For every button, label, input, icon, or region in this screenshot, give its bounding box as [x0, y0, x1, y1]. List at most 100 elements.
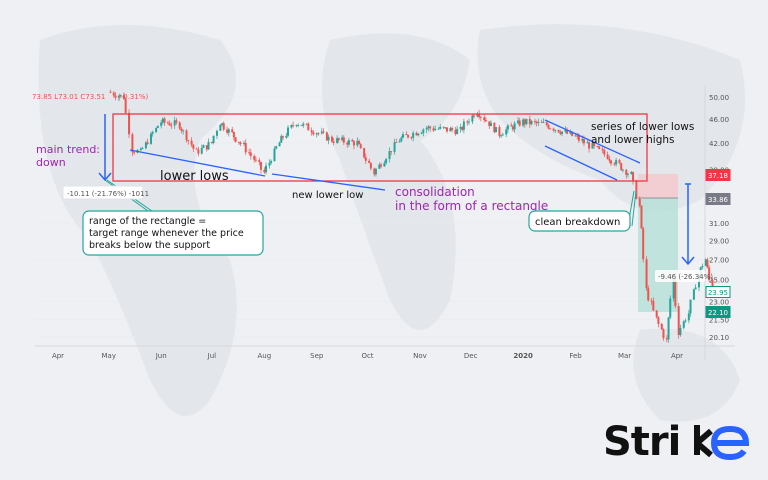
candle-body: [173, 120, 176, 126]
candle-body: [677, 306, 680, 336]
lower-lows-trendline[interactable]: [129, 149, 266, 177]
candle-body: [547, 124, 550, 129]
candle-body: [109, 91, 112, 93]
candle-body: [449, 128, 452, 132]
candle-body: [554, 129, 557, 131]
candle-body: [525, 118, 528, 125]
candle-body: [128, 112, 131, 135]
candle-body: [483, 117, 486, 121]
new-lower-low-trendline[interactable]: [271, 173, 386, 191]
candle-body: [625, 169, 628, 175]
candle-body: [363, 148, 366, 158]
target-arrow[interactable]: [681, 183, 695, 266]
candle-body: [533, 120, 536, 122]
y-tick-label: 50.00: [709, 94, 729, 102]
candle-body: [163, 118, 166, 123]
candle-body: [285, 135, 288, 138]
candle-body: [185, 130, 188, 141]
candle-body: [150, 133, 153, 144]
candle-body: [540, 121, 543, 123]
stop-zone: [638, 174, 678, 198]
candle-body: [356, 140, 359, 146]
candle-body: [608, 158, 611, 161]
candles: [109, 89, 714, 343]
x-tick-label: Apr: [671, 352, 683, 360]
candle-body: [618, 160, 621, 164]
world-map-background: [38, 24, 745, 422]
channel-lower-line[interactable]: [544, 145, 618, 181]
candle-body: [325, 132, 328, 141]
candle-body: [249, 152, 252, 157]
candle-body: [290, 125, 293, 128]
candle-body: [684, 320, 687, 322]
candle-body: [669, 298, 672, 318]
x-tick-label: Aug: [257, 352, 271, 360]
candle-body: [151, 132, 154, 134]
candle-body: [385, 159, 388, 164]
y-tick-label: 31.00: [709, 220, 729, 228]
candle-body: [511, 126, 514, 130]
candle-body: [352, 141, 355, 146]
candle-body: [635, 181, 638, 199]
candle-body: [422, 129, 425, 133]
candle-body: [190, 140, 193, 145]
channel-upper-line[interactable]: [544, 119, 641, 164]
target-measure-label: -9.46 (-26.34%): [658, 273, 713, 281]
candle-body: [417, 133, 420, 136]
candle-body: [569, 131, 572, 134]
candle-body: [687, 313, 690, 321]
candle-body: [393, 142, 396, 152]
breakdown-callout-box: [528, 210, 631, 232]
candle-body: [327, 136, 330, 141]
main-trend-label-2: down: [36, 156, 66, 169]
price-label-box: [705, 286, 731, 298]
candle-body: [219, 124, 222, 131]
candle-body: [398, 141, 401, 143]
price-label-box: [705, 193, 731, 205]
y-tick-label: 29.00: [709, 237, 729, 245]
price-labels: 37.18 33.86 23.95 22.10: [705, 169, 731, 318]
target-zone: [638, 198, 678, 312]
x-tick-label: Nov: [413, 352, 427, 360]
candle-body: [139, 148, 142, 151]
candle-body: [133, 152, 136, 154]
candle-body: [467, 121, 470, 123]
range-measure-label: -10.11 (-21.76%) -1011: [67, 190, 149, 198]
candle-body: [517, 120, 520, 124]
candle-body: [667, 317, 670, 340]
candle-body: [461, 127, 464, 130]
candle-body: [402, 134, 405, 138]
candle-body: [305, 123, 308, 125]
candle-body: [281, 136, 284, 138]
candle-body: [505, 129, 508, 135]
x-tick-label: Mar: [618, 352, 631, 360]
candle-body: [170, 125, 173, 127]
candle-body: [117, 95, 120, 98]
svg-text:Stri: Stri: [603, 419, 680, 465]
x-tick-label: Feb: [569, 352, 582, 360]
candle-body: [571, 131, 574, 136]
candle-body: [484, 120, 487, 122]
candle-body: [576, 135, 579, 137]
candle-body: [310, 130, 313, 133]
y-tick-label: 46.00: [709, 116, 729, 124]
lower-lows-label: lower lows: [160, 169, 229, 184]
candle-body: [660, 323, 663, 330]
candle-body: [295, 125, 298, 126]
consolidation-rectangle[interactable]: [112, 113, 648, 182]
candle-body: [280, 136, 283, 143]
range-callout-line-1: range of the rectangle =: [89, 216, 206, 227]
candle-body: [268, 162, 271, 166]
candle-body: [456, 128, 459, 135]
candle-body: [239, 142, 242, 145]
candle-body: [606, 154, 609, 159]
range-callout-line-3: breaks below the support: [89, 240, 210, 251]
candle-body: [442, 126, 445, 128]
x-tick-label: Sep: [310, 352, 324, 360]
candle-body: [689, 299, 692, 314]
candle-body: [596, 146, 599, 147]
candle-body: [557, 129, 560, 133]
candle-body: [258, 160, 261, 163]
candle-body: [400, 137, 403, 142]
candle-body: [591, 143, 594, 149]
